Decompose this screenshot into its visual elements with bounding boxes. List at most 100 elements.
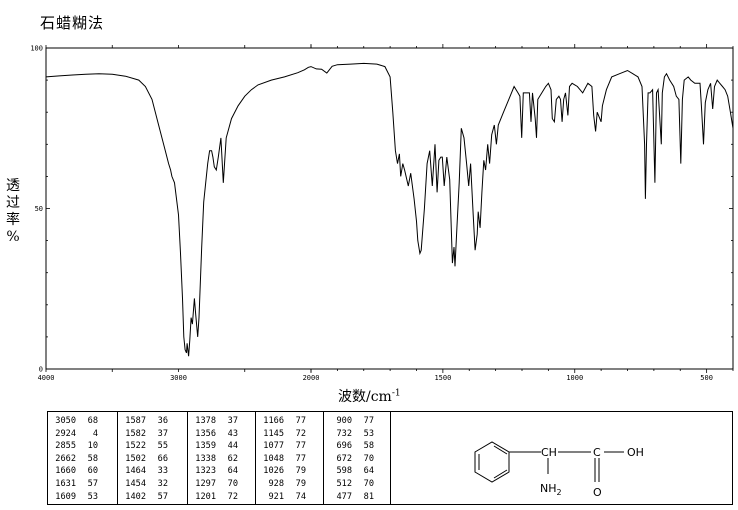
peak-transmittance: 53 bbox=[363, 428, 374, 439]
y-axis-label-char: 过 bbox=[6, 195, 20, 211]
peak-wavenumber: 1048 bbox=[263, 453, 284, 464]
benzene-ring-icon bbox=[474, 441, 510, 483]
tick-label: 1000 bbox=[566, 374, 583, 382]
peak-wavenumber: 1145 bbox=[263, 428, 284, 439]
peak-transmittance: 36 bbox=[157, 416, 168, 426]
peak-transmittance: 10 bbox=[87, 441, 98, 452]
peak-wavenumber: 2855 bbox=[55, 441, 76, 452]
x-axis-label-text: 波数/cm bbox=[338, 389, 392, 405]
peak-wavenumber: 921 bbox=[268, 491, 284, 502]
peak-row: 1631 57 bbox=[48, 478, 117, 491]
peak-row: 1660 60 bbox=[48, 465, 117, 478]
peak-row: 732 53 bbox=[324, 428, 390, 441]
peak-transmittance: 72 bbox=[295, 428, 306, 439]
x-axis-label-sup: -1 bbox=[391, 388, 401, 399]
peak-wavenumber: 1587 bbox=[125, 416, 146, 426]
peak-row: 1359 44 bbox=[188, 440, 255, 453]
peak-row: 2924 4 bbox=[48, 428, 117, 441]
peak-transmittance: 77 bbox=[363, 416, 374, 426]
peak-transmittance: 58 bbox=[363, 441, 374, 452]
peak-transmittance: 72 bbox=[227, 491, 238, 502]
peak-transmittance: 33 bbox=[157, 466, 168, 477]
peak-wavenumber: 2924 bbox=[55, 428, 76, 439]
hydroxyl-label: OH bbox=[627, 446, 644, 459]
y-axis-label-char: % bbox=[6, 229, 20, 245]
oxygen-label: O bbox=[593, 486, 602, 499]
y-axis-label-char: 透 bbox=[6, 178, 20, 194]
peak-row: 1166 77 bbox=[256, 415, 323, 428]
peak-transmittance: 53 bbox=[87, 491, 98, 502]
tick-label: 50 bbox=[35, 205, 43, 213]
peak-transmittance: 43 bbox=[227, 428, 238, 439]
peak-wavenumber: 1609 bbox=[55, 491, 76, 502]
peak-transmittance: 64 bbox=[363, 466, 374, 477]
peak-row: 512 70 bbox=[324, 478, 390, 491]
peak-row: 1048 77 bbox=[256, 453, 323, 466]
peak-transmittance: 32 bbox=[157, 478, 168, 489]
carbon-label: C bbox=[593, 446, 601, 459]
peak-transmittance: 4 bbox=[92, 428, 98, 439]
peak-wavenumber: 1323 bbox=[195, 466, 216, 477]
peak-transmittance: 70 bbox=[363, 453, 374, 464]
peak-row: 921 74 bbox=[256, 491, 323, 504]
peak-wavenumber: 1402 bbox=[125, 491, 146, 502]
peak-wavenumber: 1356 bbox=[195, 428, 216, 439]
ir-spectrum-chart: 4000 3000 2000 1500 1000 500 0 50 100 bbox=[30, 44, 734, 383]
peak-wavenumber: 928 bbox=[268, 478, 284, 489]
peak-wavenumber: 1026 bbox=[263, 466, 284, 477]
peak-row: 1323 64 bbox=[188, 465, 255, 478]
peak-transmittance: 66 bbox=[157, 453, 168, 464]
peak-row: 672 70 bbox=[324, 453, 390, 466]
peak-wavenumber: 1338 bbox=[195, 453, 216, 464]
peak-row: 598 64 bbox=[324, 465, 390, 478]
page-title: 石蜡糊法 bbox=[40, 14, 105, 32]
peak-row: 1522 55 bbox=[118, 440, 187, 453]
peak-transmittance: 81 bbox=[363, 491, 374, 502]
tick-label: 500 bbox=[700, 374, 713, 382]
peak-transmittance: 79 bbox=[295, 466, 306, 477]
peak-wavenumber: 672 bbox=[336, 453, 352, 464]
peak-row: 1582 37 bbox=[118, 428, 187, 441]
peak-row: 1145 72 bbox=[256, 428, 323, 441]
bond-lines bbox=[509, 451, 624, 482]
peak-transmittance: 62 bbox=[227, 453, 238, 464]
peak-transmittance: 70 bbox=[363, 478, 374, 489]
peak-transmittance: 77 bbox=[295, 453, 306, 464]
peak-transmittance: 37 bbox=[227, 416, 238, 426]
axis-tick-labels: 4000 3000 2000 1500 1000 500 0 50 100 bbox=[30, 45, 713, 383]
peak-row: 696 58 bbox=[324, 440, 390, 453]
peak-row: 1297 70 bbox=[188, 478, 255, 491]
peak-wavenumber: 512 bbox=[336, 478, 352, 489]
peak-transmittance: 57 bbox=[87, 478, 98, 489]
peak-table: CH C OH NH2 O 3050 68 2924 4 2855 10 2662 58 166… bbox=[47, 411, 733, 505]
plot-frame bbox=[45, 47, 734, 370]
peak-wavenumber: 1464 bbox=[125, 466, 146, 477]
tick-label: 2000 bbox=[303, 374, 320, 382]
peak-wavenumber: 1454 bbox=[125, 478, 146, 489]
peak-row: 1201 72 bbox=[188, 491, 255, 504]
spectrum-line bbox=[45, 62, 734, 357]
peak-table-column: 1166 77 1145 72 1077 77 1048 77 1026 79 928 79 921 74 bbox=[256, 412, 324, 504]
peak-row: 3050 68 bbox=[48, 415, 117, 428]
y-axis-label-char: 率 bbox=[6, 212, 20, 228]
peak-transmittance: 77 bbox=[295, 441, 306, 452]
peak-row: 477 81 bbox=[324, 491, 390, 504]
peak-transmittance: 68 bbox=[87, 416, 98, 426]
peak-row: 1338 62 bbox=[188, 453, 255, 466]
peak-wavenumber: 1297 bbox=[195, 478, 216, 489]
peak-row: 2855 10 bbox=[48, 440, 117, 453]
peak-row: 1402 57 bbox=[118, 491, 187, 504]
peak-row: 1356 43 bbox=[188, 428, 255, 441]
peak-wavenumber: 3050 bbox=[55, 416, 76, 426]
peak-transmittance: 70 bbox=[227, 478, 238, 489]
peak-row: 1026 79 bbox=[256, 465, 323, 478]
tick-label: 100 bbox=[30, 45, 43, 53]
peak-transmittance: 74 bbox=[295, 491, 306, 502]
peak-wavenumber: 2662 bbox=[55, 453, 76, 464]
peak-transmittance: 58 bbox=[87, 453, 98, 464]
peak-row: 1077 77 bbox=[256, 440, 323, 453]
peak-table-column: 1378 37 1356 43 1359 44 1338 62 1323 64 1297 70 1201… bbox=[188, 412, 256, 504]
peak-wavenumber: 1631 bbox=[55, 478, 76, 489]
peak-wavenumber: 1660 bbox=[55, 466, 76, 477]
peak-row: 928 79 bbox=[256, 478, 323, 491]
